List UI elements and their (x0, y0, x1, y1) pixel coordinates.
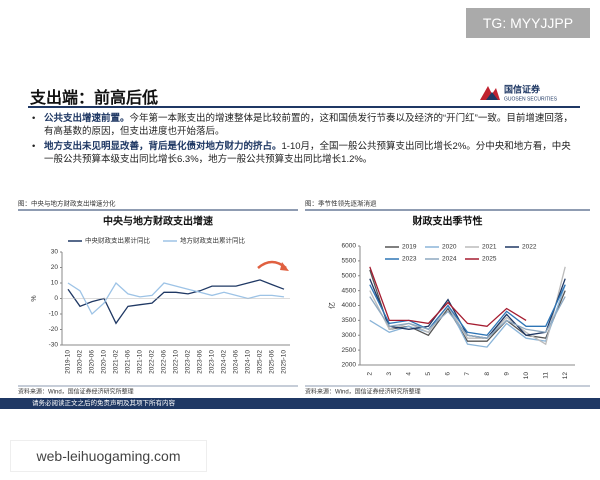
title-rule (28, 106, 580, 108)
bullet-lead: 地方支出未见明显改善，背后是化债对地方财力的挤占。 (44, 141, 282, 152)
x-tick-label: 2022-10 (173, 350, 180, 374)
x-tick-label: 2025-06 (269, 350, 276, 374)
x-tick-label: 2020-10 (101, 350, 108, 374)
legend-label: 地方财政支出累计同比 (180, 236, 246, 245)
y-tick-label: 20 (51, 264, 59, 271)
y-tick-label: 5500 (342, 258, 357, 265)
logo-sub: GUOSEN SECURITIES (504, 96, 558, 102)
series-line (369, 266, 527, 327)
y-tick-label: 4000 (342, 302, 357, 309)
legend-label: 2023 (402, 256, 417, 263)
bullets: 公共支出增速前置。今年第一本账支出的增速整体是比较前置的，这和国债发行节奏以及经… (30, 112, 575, 168)
bullet-text: 今年第一本账支出的增速整体是比较前置的，这和国债发行节奏以及经济的“开门红”一致… (44, 113, 573, 137)
x-tick-label: 2025-10 (281, 350, 288, 374)
chart-source: 资料来源：Wind，国信证券经济研究所整理 (18, 388, 134, 396)
x-tick-label: 2021-10 (137, 350, 144, 374)
x-tick-label: 2024-02 (221, 350, 228, 374)
legend-label: 2019 (402, 244, 417, 251)
y-tick-label: 30 (51, 249, 59, 256)
annotation-arrowhead (280, 262, 289, 271)
y-tick-label: -20 (49, 326, 59, 333)
series-line (369, 296, 566, 339)
logo: 国信证券 GUOSEN SECURITIES (480, 83, 558, 102)
slide-title: 支出端：前高后低 (30, 90, 159, 107)
x-tick-label: 2025-02 (257, 350, 264, 374)
x-tick-label: 2023-10 (209, 350, 216, 374)
logo-icon (486, 92, 498, 100)
chart-caption: 图：季节性领先逐渐消退 (305, 199, 377, 208)
legend-label: 2024 (442, 256, 457, 263)
x-tick-label: 4 (406, 372, 413, 376)
y-tick-label: 3000 (342, 332, 357, 339)
x-tick-label: 2 (366, 372, 373, 376)
y-axis-label: % (31, 295, 38, 301)
bullet: 公共支出增速前置。今年第一本账支出的增速整体是比较前置的，这和国债发行节奏以及经… (30, 112, 575, 138)
y-tick-label: 0 (54, 295, 58, 302)
x-tick-label: 8 (484, 372, 491, 376)
x-tick-label: 2022-06 (161, 350, 168, 374)
y-tick-label: 4500 (342, 287, 357, 294)
legend-label: 2021 (482, 244, 497, 251)
x-tick-label: 2023-02 (185, 350, 192, 374)
y-axis-label: 亿 (327, 302, 336, 309)
x-tick-label: 2021-02 (113, 350, 120, 374)
chart-source: 资料来源：Wind，国信证券经济研究所整理 (305, 388, 421, 396)
y-tick-label: -30 (49, 342, 59, 349)
x-tick-label: 12 (562, 372, 569, 380)
footer: 请务必阅读正文之后的免责声明及其项下所有内容 (0, 398, 600, 409)
y-tick-label: 2500 (342, 347, 357, 354)
x-tick-label: 2024-06 (233, 350, 240, 374)
x-tick-label: 11 (542, 372, 549, 379)
charts: 图：中央与地方财政支出增速分化中央与地方财政支出增速资料来源：Wind，国信证券… (18, 199, 590, 396)
bullet-text: 1-10月，全国一般公共预算支出同比增长2%。分中央和地方看，中央一般公共预算本… (44, 141, 571, 165)
legend-label: 中央财政支出累计同比 (85, 236, 151, 245)
y-tick-label: -10 (49, 311, 59, 318)
x-tick-label: 9 (503, 372, 510, 376)
legend-label: 2025 (482, 256, 497, 263)
x-tick-label: 5 (425, 372, 432, 376)
watermark: TG: MYYJJPP (466, 8, 590, 38)
x-tick-label: 2020-02 (77, 350, 84, 374)
legend-label: 2020 (442, 244, 457, 251)
chart-title: 中央与地方财政支出增速 (103, 215, 213, 228)
logo-name: 国信证券 (504, 83, 541, 94)
y-tick-label: 10 (51, 280, 59, 287)
series-line (369, 266, 566, 346)
x-tick-label: 2023-06 (197, 350, 204, 374)
bullet: 地方支出未见明显改善，背后是化债对地方财力的挤占。1-10月，全国一般公共预算支… (30, 140, 575, 166)
bullet-lead: 公共支出增速前置。 (44, 113, 130, 124)
x-tick-label: 6 (445, 372, 452, 376)
legend-label: 2022 (522, 244, 537, 251)
x-tick-label: 3 (386, 372, 393, 376)
y-tick-label: 3500 (342, 317, 357, 324)
chart-title: 财政支出季节性 (412, 215, 483, 228)
x-tick-label: 2019-10 (65, 350, 72, 374)
y-tick-label: 6000 (342, 243, 357, 250)
y-tick-label: 2000 (342, 362, 357, 369)
x-tick-label: 2024-10 (245, 350, 252, 374)
x-tick-label: 7 (464, 372, 471, 376)
x-tick-label: 10 (523, 372, 530, 380)
x-tick-label: 2020-06 (89, 350, 96, 374)
y-tick-label: 5000 (342, 272, 357, 279)
series-line (369, 284, 566, 336)
chart-caption: 图：中央与地方财政支出增速分化 (18, 199, 116, 208)
x-tick-label: 2022-02 (149, 350, 156, 374)
watermark: web-leihuogaming.com (10, 440, 207, 472)
x-tick-label: 2021-06 (125, 350, 132, 374)
